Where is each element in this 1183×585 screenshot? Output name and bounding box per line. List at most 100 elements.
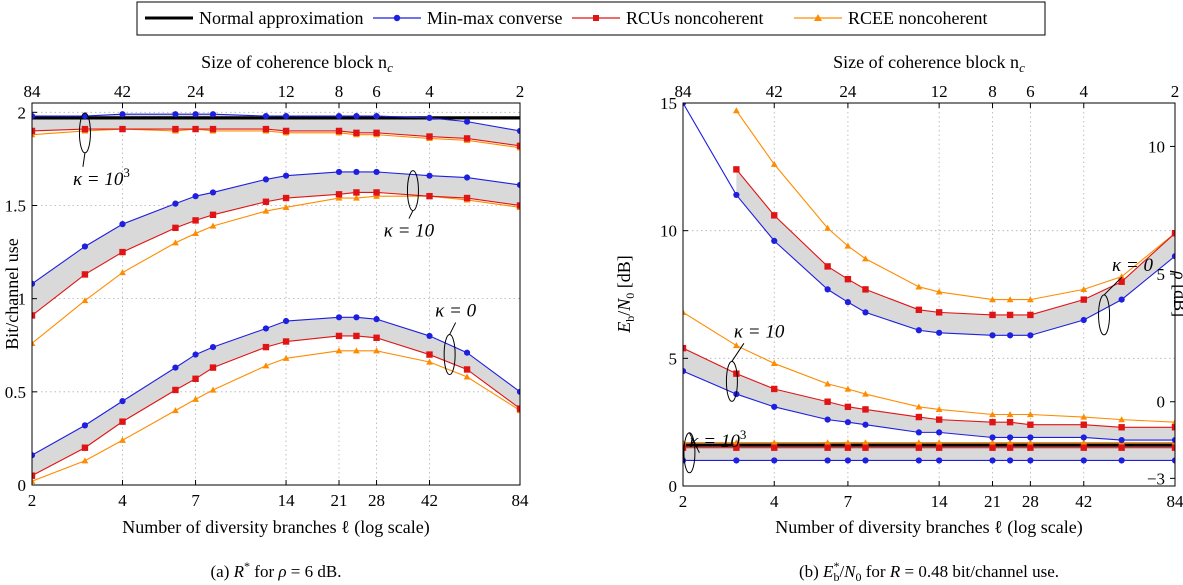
band-kappa-103 <box>32 114 520 146</box>
point-minmax <box>824 286 831 293</box>
top-axis-label-b: Size of coherence block nc <box>833 52 1025 75</box>
point-rcus <box>1080 421 1087 428</box>
band-kappa-0 <box>736 169 1175 336</box>
point-minmax <box>1006 457 1014 464</box>
point-minmax <box>824 457 831 464</box>
y2-axis-label-b-unit: [dB] <box>1170 280 1183 318</box>
series-min-max-converse-kappa-10 <box>32 168 520 287</box>
top-axis-label-b-sub: c <box>1019 60 1025 75</box>
point-rcus <box>119 125 126 133</box>
kappa-annotation: κ = 10 <box>384 170 435 242</box>
point-minmax <box>1027 332 1034 339</box>
point-rcee <box>262 362 270 369</box>
point-rcus <box>262 343 270 351</box>
x-tick-label: 28 <box>368 491 385 510</box>
point-rcus <box>1006 444 1014 451</box>
point-rcee <box>32 339 36 346</box>
point-minmax <box>262 112 270 120</box>
x-tick-label: 84 <box>512 491 530 510</box>
point-minmax <box>32 112 36 120</box>
point-rcee <box>353 194 360 201</box>
point-minmax <box>32 452 36 459</box>
annotation-label: κ = 10 <box>734 321 785 342</box>
point-minmax <box>936 429 943 436</box>
point-minmax <box>335 168 343 176</box>
y2-tick-label: −3 <box>1147 469 1165 488</box>
point-rcus <box>862 406 869 413</box>
annotation-arrow <box>408 210 414 219</box>
band-kappa-0 <box>32 317 520 476</box>
point-minmax <box>463 349 471 356</box>
series-rcus-noncoherent-kappa-10 <box>32 189 520 319</box>
top-axis-label-a-main: Size of coherence block n <box>201 52 387 72</box>
point-minmax <box>1080 434 1087 441</box>
point-rcee <box>824 380 832 387</box>
line-rcus-noncoherent <box>32 191 520 316</box>
caption-a-mid: for <box>250 562 278 581</box>
point-rcee <box>770 360 778 367</box>
annotation-label: κ = 0 <box>1112 255 1153 276</box>
y-tick-label: 0 <box>669 477 678 496</box>
series-rcus-noncoherent-kappa-10 <box>683 344 1175 431</box>
x-tick-label: 4 <box>118 491 127 510</box>
y-tick-label: 5 <box>669 349 678 368</box>
point-rcus <box>1080 444 1087 451</box>
point-rcus <box>81 125 89 133</box>
point-minmax <box>844 457 852 464</box>
point-rcus <box>262 198 270 205</box>
x-tick-label: 7 <box>844 492 853 511</box>
y-tick-label: 15 <box>660 94 677 113</box>
legend-entry-rcee: RCEE noncoherent <box>794 8 987 28</box>
point-rcus <box>824 444 831 451</box>
point-rcee <box>915 439 923 446</box>
series-rcus-noncoherent-kappa-0 <box>32 332 520 479</box>
top-tick-label: 4 <box>425 82 434 101</box>
x-tick-label: 4 <box>770 492 779 511</box>
caption-a: (a) R* for ρ = 6 dB. <box>211 559 342 581</box>
point-rcus <box>516 405 520 412</box>
kappa-annotation: κ = 103 <box>73 112 130 190</box>
point-minmax <box>209 344 217 351</box>
point-rcus <box>1080 296 1087 303</box>
point-rcee <box>844 385 852 392</box>
point-minmax <box>989 332 996 339</box>
y2-axis-label-b-rho: ρ <box>1170 270 1183 280</box>
line-rcee-noncoherent <box>735 110 1175 301</box>
point-minmax <box>1080 457 1087 464</box>
point-rcee <box>335 347 343 354</box>
point-rcee <box>732 107 740 114</box>
point-minmax <box>335 112 343 120</box>
point-minmax <box>683 368 687 375</box>
series-min-max-converse-kappa-0 <box>32 314 520 459</box>
annotation-label-sup: 3 <box>123 165 130 180</box>
annotation-arrow <box>1103 276 1123 296</box>
point-rcus <box>771 385 778 393</box>
x-tick-label: 2 <box>679 492 688 511</box>
x-tick-label: 2 <box>28 491 37 510</box>
point-rcus <box>989 444 996 451</box>
point-rcee <box>1080 439 1088 446</box>
point-minmax <box>989 434 996 441</box>
series-a <box>32 111 520 484</box>
point-rcee <box>770 439 778 446</box>
point-minmax <box>844 299 852 306</box>
point-rcus <box>844 403 852 411</box>
point-rcee <box>1171 439 1175 446</box>
point-rcus <box>915 413 923 421</box>
caption-a-sup: * <box>244 559 250 573</box>
point-minmax <box>915 327 922 334</box>
point-minmax <box>282 112 290 120</box>
annotation-label: κ = 0 <box>435 301 476 322</box>
point-rcee <box>732 439 740 446</box>
point-minmax <box>172 200 179 207</box>
top-tick-label: 2 <box>516 82 525 101</box>
line-min-max-converse <box>32 113 520 132</box>
top-tick-label: 4 <box>1080 82 1089 101</box>
point-rcee <box>1006 296 1014 303</box>
point-rcus <box>192 375 199 382</box>
top-tick-label: 84 <box>675 82 693 101</box>
point-minmax <box>516 127 520 135</box>
caption-b-slash: / <box>839 562 844 581</box>
top-tick-label: 42 <box>766 82 783 101</box>
line-min-max-converse <box>683 370 1175 441</box>
